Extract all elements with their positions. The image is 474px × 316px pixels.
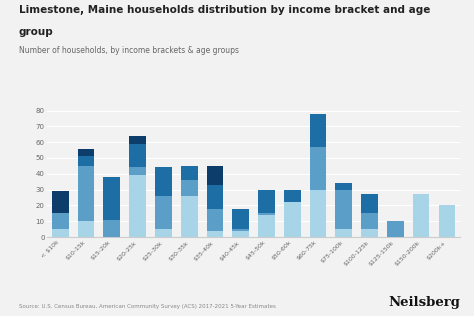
Bar <box>310 114 327 147</box>
Bar <box>284 202 301 237</box>
Bar <box>232 229 249 231</box>
Text: group: group <box>19 27 54 37</box>
Bar <box>207 185 223 209</box>
Bar <box>310 190 327 237</box>
Bar <box>129 144 146 167</box>
Bar <box>78 221 94 237</box>
Bar <box>155 167 172 196</box>
Bar <box>284 190 301 202</box>
Bar <box>129 167 146 175</box>
Bar <box>438 205 455 237</box>
Bar <box>207 166 223 185</box>
Bar <box>207 231 223 237</box>
Bar <box>103 220 120 237</box>
Bar <box>103 177 120 220</box>
Bar <box>258 215 275 237</box>
Bar <box>181 166 198 180</box>
Bar <box>155 229 172 237</box>
Bar <box>361 229 378 237</box>
Bar <box>78 156 94 166</box>
Bar <box>129 175 146 237</box>
Bar <box>155 196 172 229</box>
Bar <box>258 213 275 215</box>
Bar <box>413 194 429 237</box>
Bar <box>181 180 198 196</box>
Text: Source: U.S. Census Bureau, American Community Survey (ACS) 2017-2021 5-Year Est: Source: U.S. Census Bureau, American Com… <box>19 304 276 309</box>
Bar <box>361 213 378 229</box>
Bar <box>336 229 352 237</box>
Bar <box>129 136 146 144</box>
Bar <box>232 231 249 237</box>
Bar <box>78 166 94 221</box>
Bar <box>336 190 352 229</box>
Bar <box>361 194 378 213</box>
Text: Number of households, by income brackets & age groups: Number of households, by income brackets… <box>19 46 239 55</box>
Bar <box>52 213 69 229</box>
Bar <box>336 183 352 190</box>
Bar <box>310 147 327 190</box>
Bar <box>52 229 69 237</box>
Bar <box>232 209 249 229</box>
Bar <box>258 190 275 213</box>
Bar <box>387 221 404 237</box>
Text: Neilsberg: Neilsberg <box>388 296 460 309</box>
Bar <box>181 196 198 237</box>
Text: Limestone, Maine households distribution by income bracket and age: Limestone, Maine households distribution… <box>19 5 430 15</box>
Bar <box>52 191 69 213</box>
Bar <box>207 209 223 231</box>
Bar <box>78 149 94 156</box>
